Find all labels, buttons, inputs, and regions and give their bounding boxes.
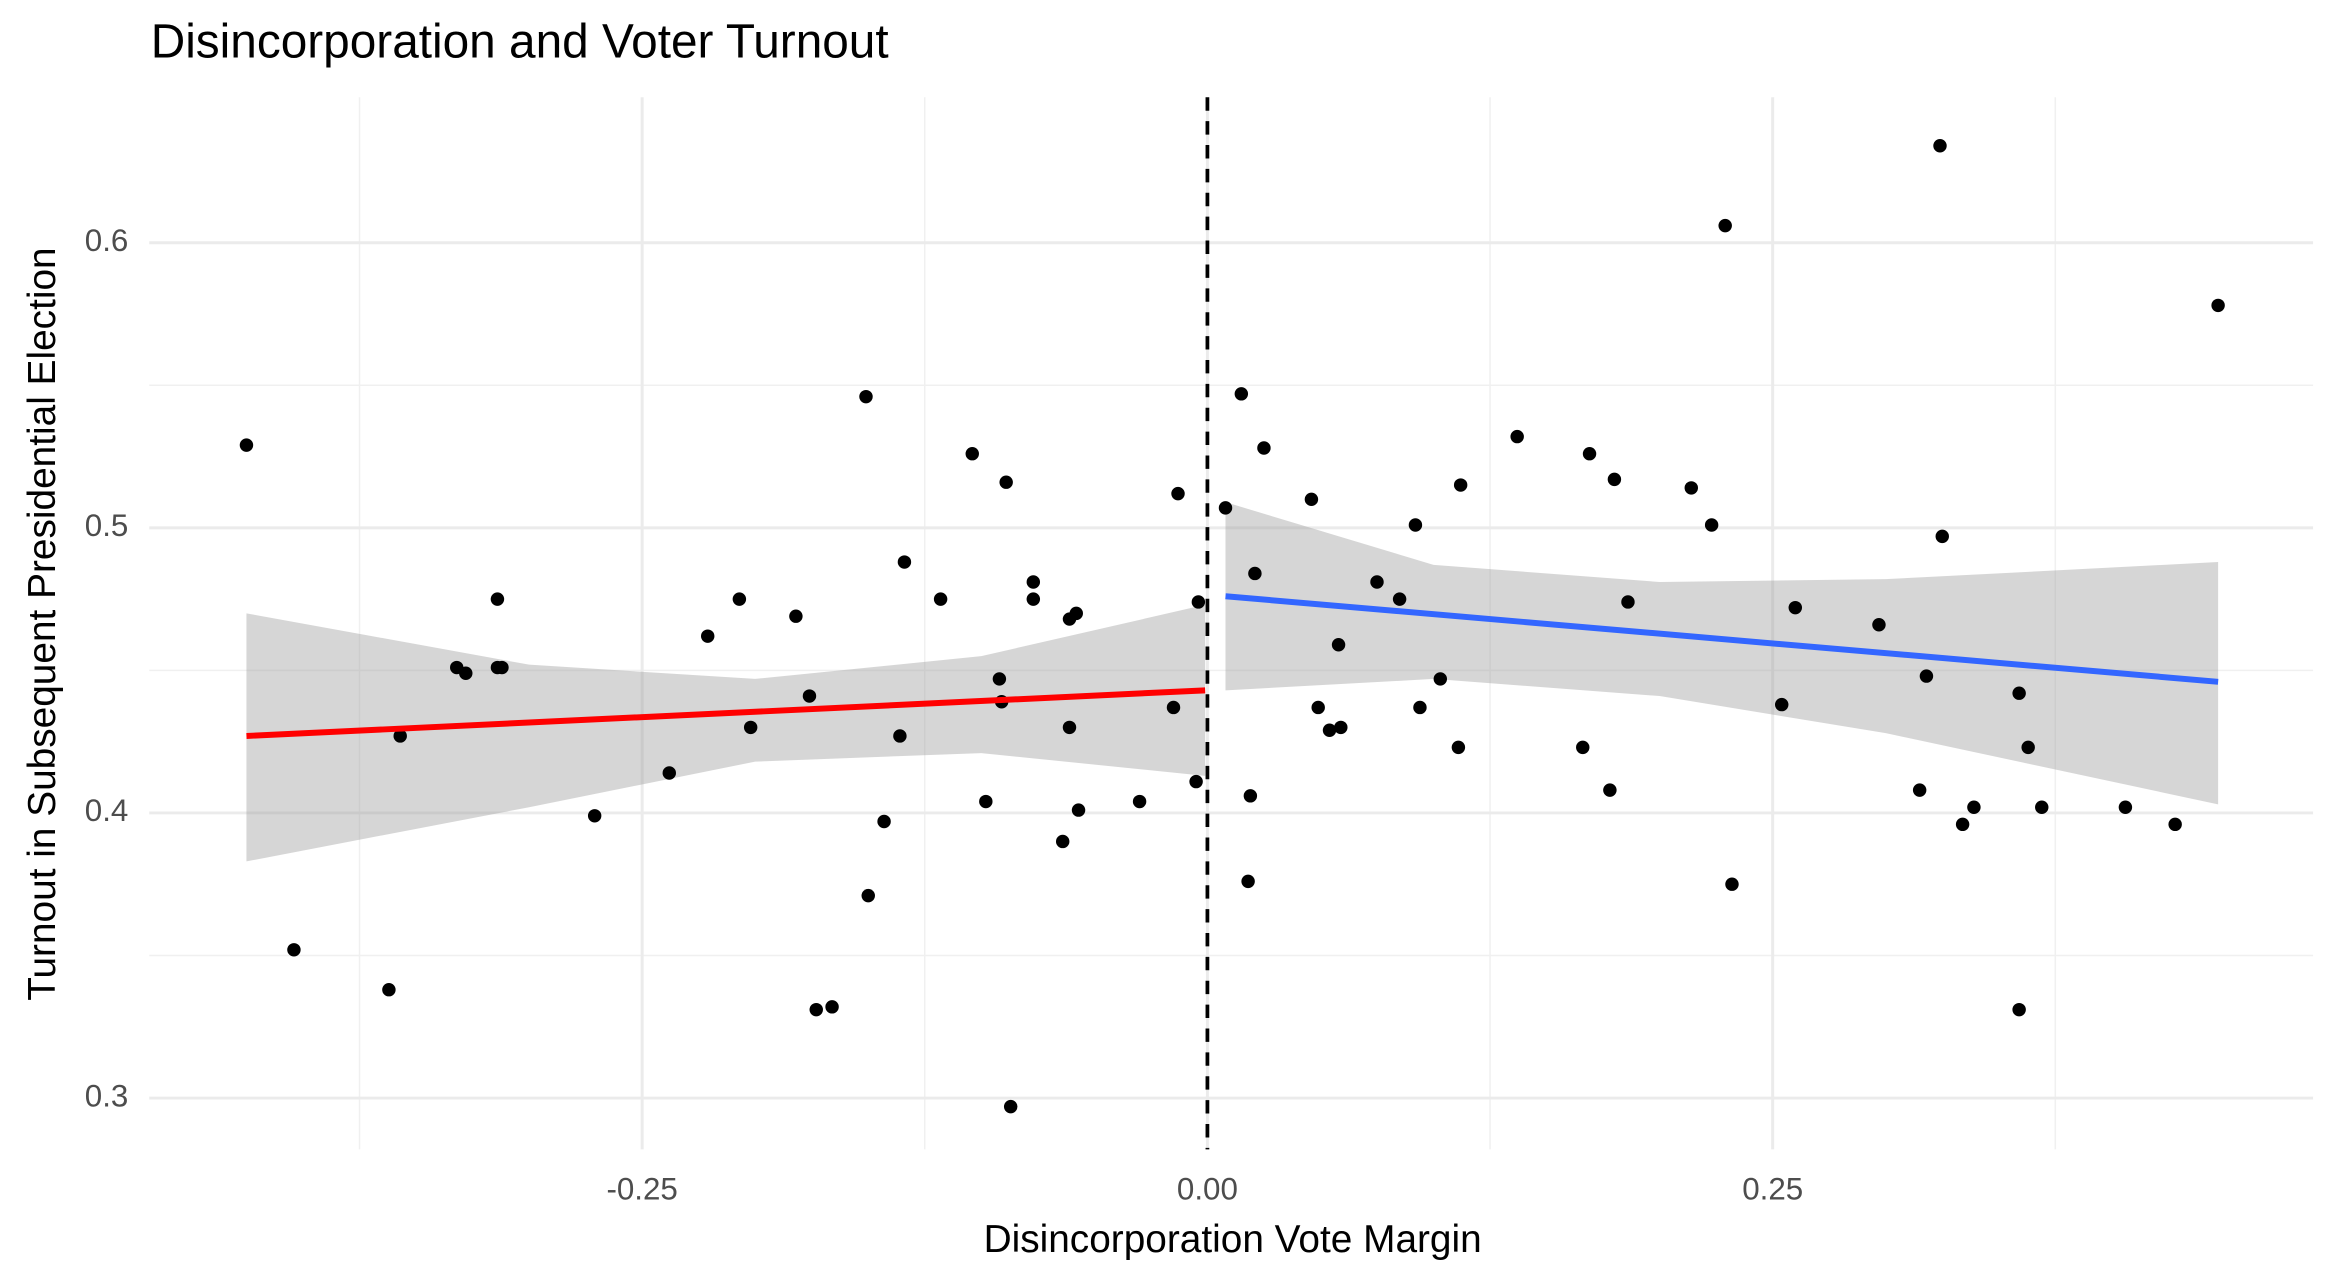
- confidence-ribbon: [1225, 502, 2219, 805]
- point: [877, 814, 891, 829]
- point: [2211, 298, 2225, 313]
- point: [239, 438, 254, 452]
- y-tick-label: 0.4: [85, 793, 129, 828]
- chart-title: Disincorporation and Voter Turnout: [151, 16, 889, 69]
- point: [802, 689, 817, 703]
- point: [1218, 501, 1233, 515]
- y-axis-label: Turnout in Subsequent Presidential Elect…: [21, 247, 64, 1000]
- x-axis-label: Disincorporation Vote Margin: [984, 1218, 1482, 1261]
- x-tick-label: 0.00: [1177, 1171, 1238, 1206]
- y-tick-label: 0.6: [85, 223, 129, 258]
- point: [1026, 592, 1041, 606]
- point: [1433, 672, 1448, 686]
- point: [2012, 1002, 2026, 1017]
- point: [1003, 1099, 1018, 1114]
- point: [1071, 803, 1086, 817]
- point: [1304, 492, 1319, 507]
- point: [965, 446, 979, 461]
- point: [1935, 529, 1949, 544]
- point: [1684, 481, 1698, 495]
- point: [459, 666, 473, 680]
- point: [1311, 700, 1325, 715]
- point: [789, 609, 803, 623]
- point: [1704, 518, 1719, 532]
- point: [2118, 800, 2133, 814]
- point: [1132, 794, 1147, 809]
- point: [1510, 429, 1524, 444]
- point: [999, 475, 1013, 489]
- point: [490, 592, 505, 606]
- point: [1257, 441, 1271, 455]
- point: [1166, 700, 1181, 715]
- point: [992, 672, 1007, 686]
- point: [1191, 595, 1206, 609]
- point: [893, 729, 907, 743]
- point: [1062, 720, 1077, 735]
- point: [1775, 697, 1789, 712]
- point: [1413, 700, 1427, 715]
- fit-line: [1225, 593, 2219, 685]
- point: [1189, 774, 1203, 789]
- point: [1055, 834, 1070, 849]
- point: [1069, 606, 1083, 621]
- point: [1408, 518, 1423, 532]
- point: [587, 809, 602, 823]
- point: [1026, 575, 1041, 589]
- point: [1912, 783, 1927, 797]
- point: [1872, 618, 1886, 632]
- point: [1392, 592, 1407, 606]
- point: [1451, 740, 1466, 755]
- point: [1370, 575, 1384, 589]
- point: [1955, 817, 1970, 832]
- point: [859, 389, 873, 404]
- point: [701, 629, 715, 643]
- confidence-ribbon: [246, 604, 1206, 862]
- point: [1322, 723, 1337, 737]
- point: [2021, 740, 2035, 755]
- point: [1241, 874, 1255, 889]
- point: [979, 794, 993, 809]
- point: [1603, 783, 1617, 797]
- point: [382, 982, 396, 997]
- point: [1243, 789, 1258, 803]
- point: [1234, 387, 1249, 401]
- point: [1248, 566, 1262, 581]
- point: [1582, 446, 1597, 461]
- point: [1933, 139, 1947, 153]
- fit-line: [246, 687, 1206, 739]
- point: [825, 1000, 839, 1014]
- x-tick-label: 0.25: [1742, 1171, 1803, 1206]
- point: [1718, 218, 1732, 233]
- point: [743, 720, 758, 735]
- x-tick-label: -0.25: [606, 1171, 677, 1206]
- point: [809, 1002, 823, 1017]
- point: [287, 943, 301, 957]
- point: [662, 766, 676, 780]
- point: [861, 888, 875, 903]
- point: [2012, 686, 2026, 700]
- point: [1967, 800, 1981, 814]
- point: [1576, 740, 1590, 755]
- point: [1334, 720, 1348, 735]
- point: [1725, 877, 1739, 891]
- point: [1453, 478, 1468, 492]
- y-tick-label: 0.5: [85, 508, 129, 543]
- point: [495, 660, 509, 675]
- point: [933, 592, 948, 606]
- point: [1607, 472, 1622, 487]
- point: [1331, 638, 1346, 652]
- point: [393, 729, 407, 743]
- point: [1788, 600, 1803, 615]
- point: [1621, 595, 1635, 609]
- point: [2168, 817, 2182, 832]
- point: [897, 555, 912, 569]
- y-tick-label: 0.3: [85, 1078, 129, 1113]
- point: [732, 592, 747, 606]
- point: [2035, 800, 2049, 814]
- point: [1919, 669, 1934, 683]
- point: [1171, 486, 1185, 501]
